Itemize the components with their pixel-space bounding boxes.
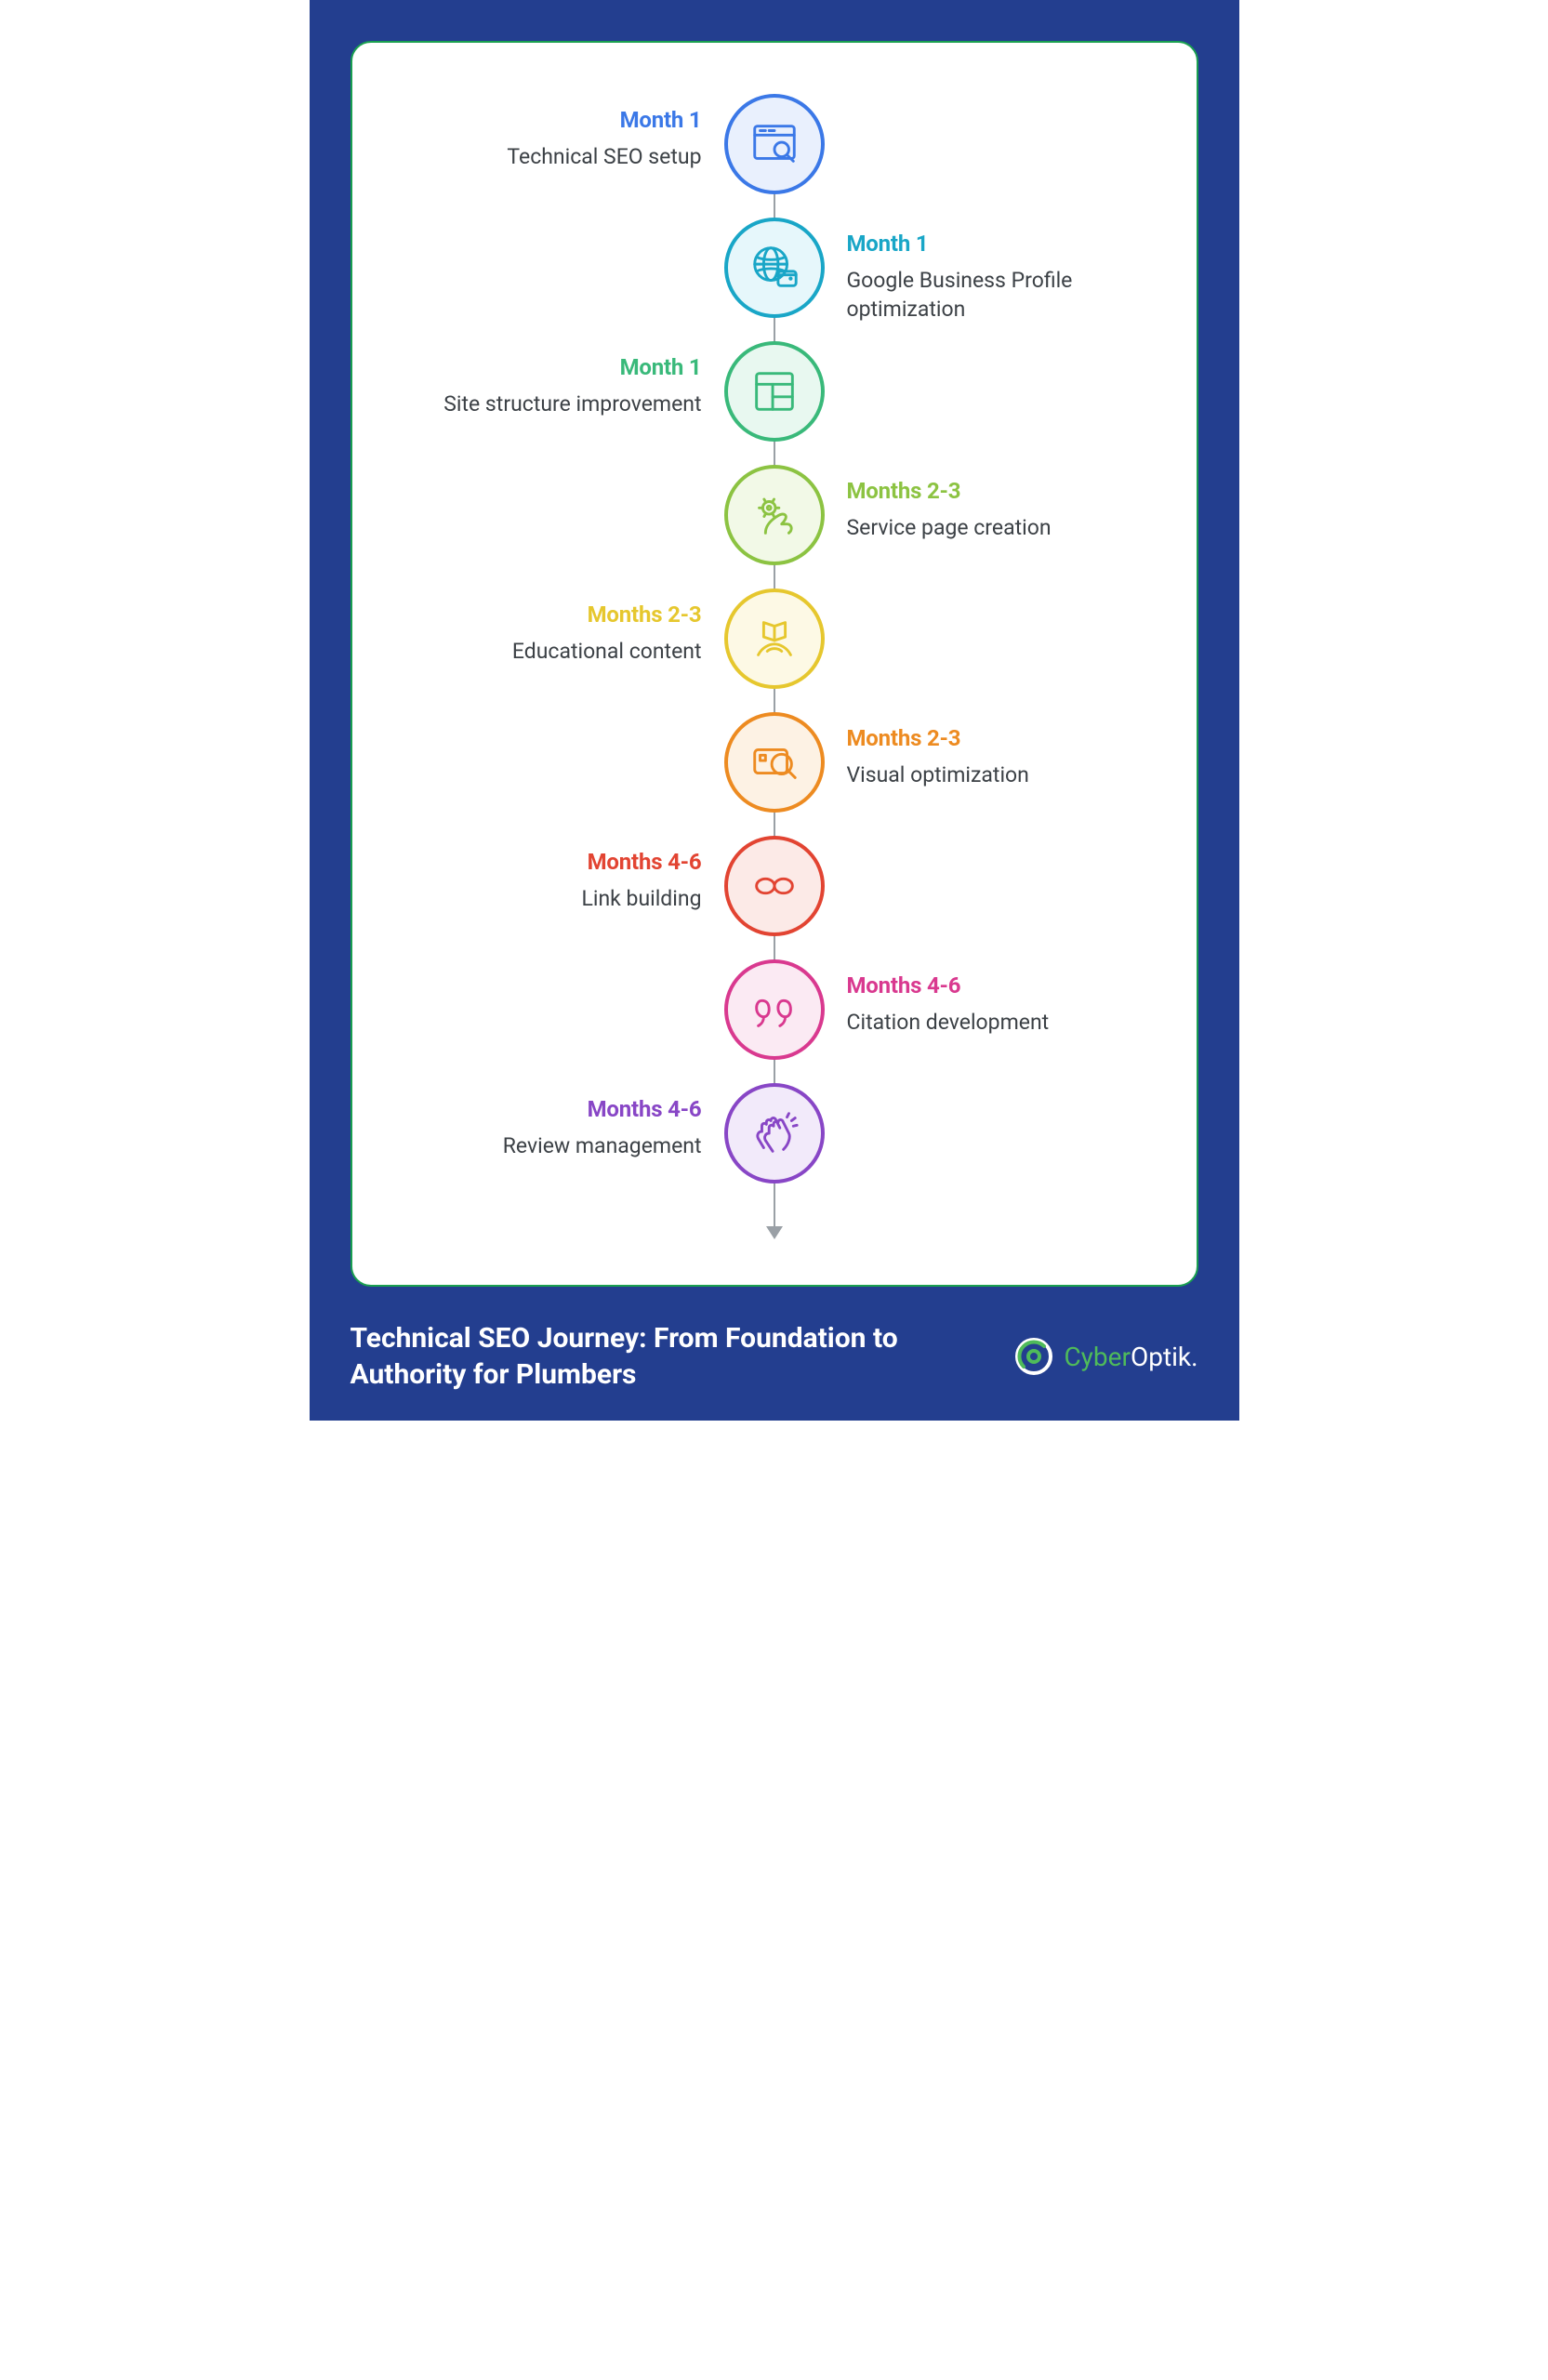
step-title: Months 4-6 (386, 849, 702, 875)
clap-hands-icon (748, 1106, 801, 1160)
brand-optik: Optik. (1131, 1342, 1198, 1372)
step-circle-6 (724, 712, 825, 813)
step-circle-7 (724, 836, 825, 936)
step-desc: Google Business Profile optimization (847, 266, 1163, 324)
globe-wallet-icon (748, 241, 801, 295)
step-title: Months 4-6 (386, 1096, 702, 1122)
step-desc: Site structure improvement (386, 390, 702, 418)
hand-book-icon (748, 612, 801, 666)
image-search-icon (748, 735, 801, 789)
step-desc: Link building (386, 884, 702, 913)
step-desc: Technical SEO setup (386, 142, 702, 171)
footer: Technical SEO Journey: From Foundation t… (351, 1320, 1198, 1393)
step-desc: Visual optimization (847, 760, 1163, 789)
step-label-7: Months 4-6 Link building (386, 849, 702, 913)
footer-title: Technical SEO Journey: From Foundation t… (351, 1320, 908, 1393)
step-title: Months 2-3 (386, 602, 702, 628)
step-circle-9 (724, 1083, 825, 1183)
step-label-5: Months 2-3 Educational content (386, 602, 702, 666)
quote-marks-icon (748, 983, 801, 1037)
step-desc: Review management (386, 1131, 702, 1160)
step-title: Month 1 (847, 231, 1163, 257)
infographic-card: Month 1 Technical SEO setup Month 1 Google… (351, 41, 1198, 1287)
step-title: Months 2-3 (847, 478, 1163, 504)
brand-logo: CyberOptik. (1013, 1336, 1197, 1377)
infographic-outer: Month 1 Technical SEO setup Month 1 Google… (310, 0, 1239, 1421)
step-label-3: Month 1 Site structure improvement (386, 354, 702, 418)
step-label-9: Months 4-6 Review management (386, 1096, 702, 1160)
browser-search-icon (748, 117, 801, 171)
brand-cyber: Cyber (1064, 1342, 1131, 1372)
step-label-1: Month 1 Technical SEO setup (386, 107, 702, 171)
step-label-8: Months 4-6 Citation development (847, 972, 1163, 1037)
step-title: Months 2-3 (847, 725, 1163, 751)
step-desc: Citation development (847, 1008, 1163, 1037)
step-desc: Educational content (386, 637, 702, 666)
step-title: Month 1 (386, 354, 702, 380)
step-circle-3 (724, 341, 825, 442)
step-title: Months 4-6 (847, 972, 1163, 998)
step-desc: Service page creation (847, 513, 1163, 542)
brand-text: CyberOptik. (1064, 1342, 1197, 1372)
step-circle-4 (724, 465, 825, 565)
step-label-4: Months 2-3 Service page creation (847, 478, 1163, 542)
timeline-arrow-icon (766, 1226, 783, 1239)
step-circle-5 (724, 588, 825, 689)
step-circle-2 (724, 218, 825, 318)
step-title: Month 1 (386, 107, 702, 133)
brand-mark-icon (1013, 1336, 1054, 1377)
step-circle-8 (724, 959, 825, 1060)
step-label-6: Months 2-3 Visual optimization (847, 725, 1163, 789)
link-chain-icon (748, 859, 801, 913)
hand-gear-icon (748, 488, 801, 542)
step-circle-1 (724, 94, 825, 194)
step-label-2: Month 1 Google Business Profile optimizat… (847, 231, 1163, 324)
layout-grid-icon (748, 364, 801, 418)
timeline: Month 1Technical SEO setup Month 1Google… (390, 94, 1159, 1237)
